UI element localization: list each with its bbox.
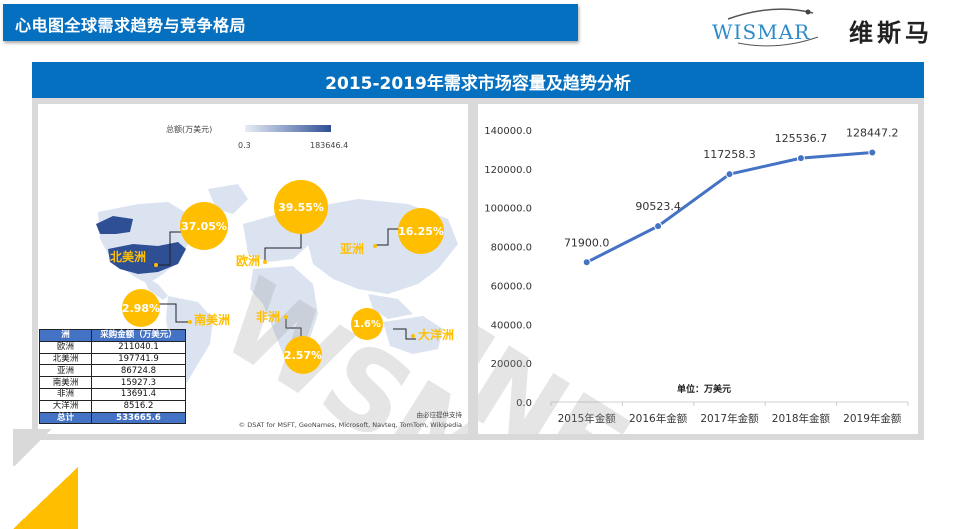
y-tick-label: 0.0 [516, 398, 532, 409]
label-south-america: 南美洲 [194, 313, 231, 327]
x-tick-label: 2018年金额 [772, 412, 831, 425]
data-label: 71900.0 [564, 236, 610, 249]
table-row: 大洋洲 8516.2 [39, 399, 186, 413]
y-tick-label: 20000.0 [491, 359, 532, 370]
x-tick-label: 2015年金额 [558, 412, 617, 425]
table-header: 洲 [39, 329, 92, 342]
table-cell: 533665.6 [91, 411, 186, 425]
x-tick-label: 2019年金额 [843, 412, 902, 425]
marker-dot [263, 260, 267, 264]
table-cell: 北美洲 [39, 352, 92, 366]
y-tick-label: 60000.0 [491, 281, 532, 292]
section-banner: 2015-2019年需求市场容量及趋势分析 [32, 62, 924, 98]
page-title: 心电图全球需求趋势与竞争格局 [15, 16, 247, 35]
label-north-america: 北美洲 [110, 250, 147, 264]
table-row: 欧洲 211040.1 [39, 340, 186, 354]
table-cell: 亚洲 [39, 364, 92, 378]
legend-gradient-bar [245, 125, 331, 132]
table-total-row: 总计 533665.6 [39, 411, 186, 425]
bubble-asia: 16.25% [398, 208, 444, 254]
bubble-north-america: 37.05% [180, 202, 228, 250]
table-row: 南美洲 15927.3 [39, 376, 186, 389]
table-cell: 197741.9 [91, 352, 186, 366]
legend-max: 183646.4 [310, 141, 349, 150]
section-title: 2015-2019年需求市场容量及趋势分析 [325, 74, 631, 94]
share-label: 1.6% [353, 318, 381, 330]
logo-arc-icon [727, 8, 819, 47]
logo-text: WISMAR [712, 20, 811, 44]
label-africa: 非洲 [256, 310, 281, 324]
table-cell: 13691.4 [91, 387, 186, 401]
map-credit-sources: © DSAT for MSFT, GeoNames, Microsoft, Na… [238, 421, 462, 429]
map-panel: WSMINFO 总额(万美元) 0.3 183646.4 37.05% 北美洲 … [38, 104, 468, 434]
top-banner: 心电图全球需求趋势与竞争格局 [3, 4, 578, 41]
x-tick-label: 2017年金额 [700, 412, 759, 425]
data-point [868, 148, 877, 157]
x-tick-label: 2016年金额 [629, 412, 688, 425]
table-cell: 非洲 [39, 387, 92, 401]
data-point [796, 154, 805, 163]
map-credit-bing: 由必应提供支持 [416, 411, 463, 419]
line-chart: 0.0 20000.0 40000.0 60000.0 80000.0 100000.0 1… [484, 126, 909, 425]
data-label: 90523.4 [635, 200, 681, 213]
table-cell: 8516.2 [91, 399, 186, 413]
data-label: 117258.3 [703, 148, 756, 161]
y-tick-label: 140000.0 [484, 126, 532, 137]
table-cell: 15927.3 [91, 376, 186, 389]
label-oceania: 大洋洲 [418, 328, 455, 342]
purchase-table: 洲 采购金额（万美元） 欧洲 211040.1 北美洲 197741.9 亚洲 867… [39, 329, 186, 425]
bubble-south-america: 2.98% [122, 289, 160, 327]
y-tick-label: 80000.0 [491, 243, 532, 254]
share-label: 2.57% [283, 348, 323, 362]
table-cell: 大洋洲 [39, 399, 92, 413]
share-label: 16.25% [398, 224, 444, 238]
table-header-row: 洲 采购金额（万美元） [39, 329, 186, 342]
marker-dot [284, 315, 288, 319]
chart-panel: 0.0 20000.0 40000.0 60000.0 80000.0 100000.0 1… [478, 104, 918, 434]
corner-decoration-gray [13, 429, 53, 466]
table-row: 亚洲 86724.8 [39, 364, 186, 378]
table-cell: 南美洲 [39, 376, 92, 389]
data-label: 125536.7 [775, 132, 828, 145]
label-asia: 亚洲 [340, 242, 365, 256]
marker-dot [411, 334, 415, 338]
data-label: 128447.2 [846, 126, 899, 139]
table-cell: 总计 [39, 411, 92, 425]
share-label: 39.55% [278, 200, 324, 214]
table-cell: 86724.8 [91, 364, 186, 378]
company-logo: WISMAR 维斯马 [708, 5, 948, 47]
y-tick-label: 40000.0 [491, 320, 532, 331]
unit-label: 单位：万美元 [677, 383, 731, 395]
bubble-europe: 39.55% [274, 180, 328, 234]
table-header: 采购金额（万美元） [91, 329, 186, 342]
share-label: 2.98% [121, 301, 161, 315]
corner-decoration-yellow [13, 467, 78, 529]
marker-dot [373, 244, 377, 248]
bubble-africa: 2.57% [284, 336, 322, 374]
table-row: 北美洲 197741.9 [39, 352, 186, 366]
marker-dot [154, 263, 158, 267]
table-row: 非洲 13691.4 [39, 387, 186, 401]
data-point [582, 258, 591, 267]
data-point [725, 170, 734, 179]
y-tick-label: 120000.0 [484, 165, 532, 176]
legend-min: 0.3 [238, 141, 251, 150]
label-europe: 欧洲 [236, 254, 261, 268]
data-point [654, 222, 663, 231]
table-cell: 欧洲 [39, 340, 92, 354]
share-label: 37.05% [181, 219, 227, 233]
marker-dot [188, 320, 192, 324]
logo-chinese: 维斯马 [849, 18, 933, 47]
legend-label: 总额(万美元) [166, 125, 213, 134]
y-tick-label: 100000.0 [484, 204, 532, 215]
bubble-oceania: 1.6% [351, 308, 383, 340]
series-line [586, 150, 873, 264]
table-cell: 211040.1 [91, 340, 186, 354]
